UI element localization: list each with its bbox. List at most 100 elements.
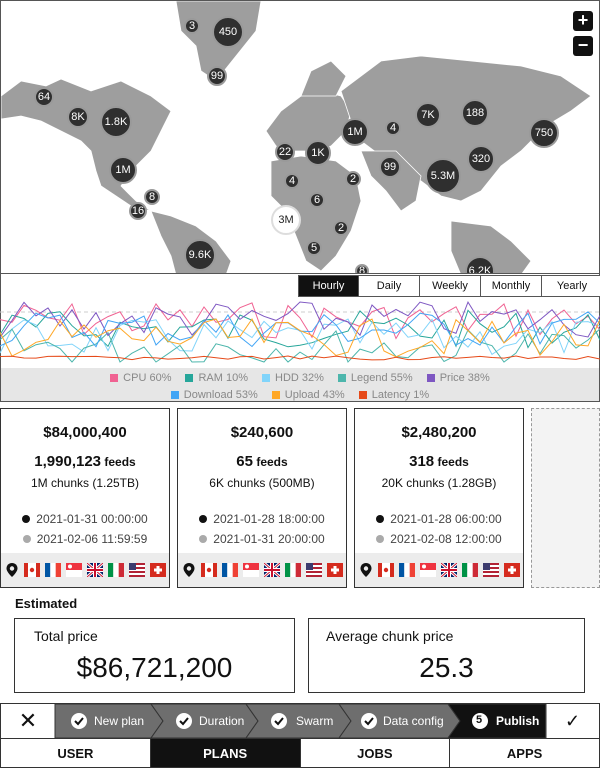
location-pin-icon [5, 562, 19, 578]
chart-series-line [0, 318, 600, 358]
tab-hourly[interactable]: Hourly [298, 275, 359, 297]
usa-flag-icon [306, 563, 322, 577]
map-cluster-marker[interactable]: 5 [306, 240, 322, 256]
check-icon [71, 713, 87, 729]
nav-apps[interactable]: APPS [506, 745, 543, 761]
legend-item[interactable]: CPU 60% [110, 371, 171, 385]
plan-card-2[interactable]: $240,600 65 feeds 6K chunks (500MB) 2021… [177, 408, 347, 588]
average-chunk-price-label: Average chunk price [326, 628, 454, 644]
map-cluster-marker[interactable]: 9.6K [184, 239, 216, 271]
map-cluster-marker[interactable]: 188 [461, 99, 489, 127]
legend-label: Legend 55% [350, 372, 413, 384]
step-swarm[interactable] [245, 704, 352, 738]
map-cluster-marker[interactable]: 99 [207, 66, 227, 86]
end-dot-icon [22, 535, 31, 543]
legend-item[interactable]: Legend 55% [337, 371, 413, 385]
map-cluster-marker[interactable]: 2 [345, 171, 361, 187]
legend-label: Upload 43% [284, 389, 345, 401]
map-cluster-marker[interactable]: 1K [305, 140, 331, 166]
legend-swatch [170, 391, 179, 399]
plan-card-1[interactable]: $84,000,400 1,990,123 feeds 1M chunks (1… [0, 408, 170, 588]
legend-item[interactable]: Price 38% [426, 371, 490, 385]
chart-series-line [0, 318, 600, 356]
map-cluster-marker[interactable]: 2 [333, 220, 349, 236]
map-cluster-marker[interactable]: 5.3M [425, 158, 461, 194]
map-cluster-marker[interactable]: 1.8K [100, 106, 132, 138]
switzerland-flag-icon [504, 563, 520, 577]
zoom-in-button[interactable]: + [573, 11, 593, 31]
check-icon [271, 713, 287, 729]
map-cluster-marker[interactable]: 6 [309, 192, 325, 208]
france-flag-icon [222, 563, 238, 577]
tab-yearly[interactable]: Yearly [542, 275, 600, 297]
legend-swatch [262, 374, 270, 382]
plan-card-3[interactable]: $2,480,200 318 feeds 20K chunks (1.28GB)… [354, 408, 524, 588]
start-dot-icon [22, 515, 31, 523]
map-cluster-marker[interactable]: 320 [467, 145, 495, 173]
step-data-config[interactable] [338, 704, 461, 738]
tab-monthly[interactable]: Monthly [481, 275, 542, 297]
zoom-out-button[interactable]: − [573, 36, 593, 56]
add-plan-card-placeholder[interactable] [531, 408, 600, 588]
step-label-publish: Publish [496, 714, 540, 728]
uk-flag-icon [263, 561, 281, 579]
step-label-data-config: Data config [383, 714, 444, 728]
map-cluster-marker[interactable]: 4 [385, 120, 401, 136]
map-cluster-marker[interactable]: 750 [529, 118, 559, 148]
card-price: $240,600 [230, 424, 294, 441]
card-start-date: 2021-01-28 06:00:00 [355, 512, 523, 526]
step-publish[interactable] [447, 704, 547, 738]
tab-daily[interactable]: Daily [359, 275, 420, 297]
legend-item[interactable]: Upload 43% [271, 388, 345, 402]
nav-plans[interactable]: PLANS [150, 739, 301, 767]
tab-weekly[interactable]: Weekly [420, 275, 481, 297]
card-feeds: 318 feeds [409, 453, 469, 470]
map-cluster-marker[interactable]: 3 [184, 18, 200, 34]
legend-label: CPU 60% [123, 372, 172, 384]
confirm-check-icon[interactable]: ✓ [545, 704, 599, 738]
end-dot-icon [376, 535, 385, 543]
france-flag-icon [45, 563, 61, 577]
step-label-duration: Duration [199, 714, 245, 728]
map-cluster-marker[interactable]: 16 [129, 202, 147, 220]
italy-flag-icon [285, 563, 301, 577]
nav-jobs[interactable]: JOBS [301, 739, 451, 767]
card-start-date: 2021-01-31 00:00:00 [1, 512, 169, 526]
chart-series-line [0, 300, 600, 338]
card-chunks: 20K chunks (1.28GB) [381, 476, 497, 490]
map-cluster-marker[interactable]: 450 [212, 16, 244, 48]
close-icon[interactable]: ✕ [18, 708, 38, 733]
map-cluster-marker[interactable]: 99 [379, 156, 401, 178]
map-cluster-marker[interactable]: 4 [284, 173, 300, 189]
card-feeds: 1,990,123 feeds [34, 453, 136, 470]
card-region-flags [178, 553, 346, 587]
legend-item[interactable]: Latency 1% [358, 388, 430, 402]
step-number-badge [472, 713, 488, 729]
map-cluster-marker[interactable]: 7K [415, 102, 441, 128]
total-price-label: Total price [34, 628, 98, 644]
start-dot-icon [199, 515, 208, 523]
card-chunks: 1M chunks (1.25TB) [30, 476, 140, 490]
location-pin-icon [182, 562, 196, 578]
map-cluster-marker[interactable]: 8K [67, 106, 89, 128]
card-end-date: 2021-02-06 11:59:59 [1, 532, 169, 546]
world-map[interactable]: + − 3 450 99 64 8K 1.8K 1M 8 16 9.6K 22 1K 1M 4 7K 188 7… [0, 0, 600, 274]
legend-item[interactable]: HDD 32% [262, 371, 324, 385]
bottom-navigation: USER PLANS JOBS APPS [0, 738, 600, 768]
canada-flag-icon [24, 563, 40, 577]
map-cluster-marker[interactable]: 3M [271, 205, 301, 235]
map-cluster-marker[interactable]: 8 [355, 264, 369, 273]
stepper-steps [54, 704, 547, 738]
map-cluster-marker[interactable]: 1M [341, 118, 369, 146]
nav-user[interactable]: USER [1, 739, 151, 767]
step-duration[interactable] [150, 704, 259, 738]
map-cluster-marker[interactable]: 64 [34, 87, 54, 107]
start-dot-icon [376, 515, 385, 523]
legend-item[interactable]: Download 53% [170, 388, 258, 402]
map-cluster-marker[interactable]: 22 [275, 142, 295, 162]
map-cluster-marker[interactable]: 8 [144, 189, 160, 205]
map-cluster-marker[interactable]: 1M [109, 156, 137, 184]
legend-item[interactable]: RAM 10% [185, 371, 248, 385]
legend-label: Latency 1% [371, 389, 430, 401]
legend-label: Download 53% [183, 389, 258, 401]
